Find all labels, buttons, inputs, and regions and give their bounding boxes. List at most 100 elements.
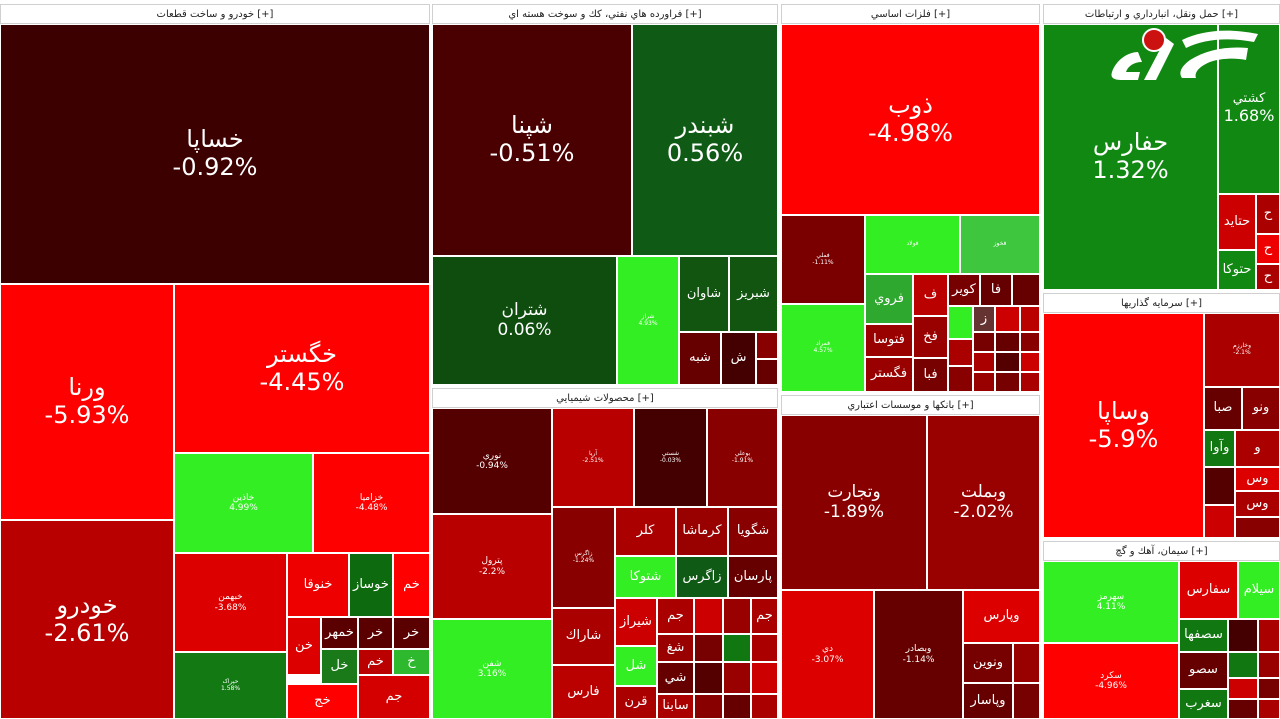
stock-tile[interactable]: خبهمن -3.68% (174, 553, 287, 652)
stock-tile[interactable]: دي -3.07% (781, 590, 874, 719)
small-tile[interactable] (1228, 699, 1258, 719)
sector-header-oil[interactable]: فراورده هاي نفتي، كك و سوخت هسته اي [+] (432, 4, 778, 24)
stock-tile[interactable]: ح (1256, 264, 1280, 290)
small-tile[interactable] (1012, 274, 1040, 306)
stock-tile[interactable]: آريا -2.51% (552, 408, 634, 507)
stock-tile[interactable]: وساپا -5.9% (1043, 313, 1204, 538)
stock-tile[interactable]: شبندر 0.56% (632, 24, 778, 256)
small-tile[interactable] (1228, 678, 1258, 699)
stock-tile[interactable]: وبصادر -1.14% (874, 590, 963, 719)
small-tile[interactable] (1020, 332, 1040, 352)
stock-tile[interactable]: پترول -2.2% (432, 514, 552, 619)
small-tile[interactable] (973, 372, 995, 392)
small-tile[interactable] (1020, 372, 1040, 392)
small-tile[interactable] (694, 598, 723, 634)
stock-tile[interactable]: فا (980, 274, 1012, 306)
small-tile[interactable] (973, 352, 995, 372)
stock-tile[interactable]: ح (1256, 234, 1280, 264)
stock-tile[interactable]: خساپا -0.92% (0, 24, 430, 284)
stock-tile[interactable]: وپارس (963, 590, 1040, 643)
small-tile[interactable] (694, 694, 723, 719)
stock-tile[interactable]: ذوب -4.98% (781, 24, 1040, 215)
stock-tile[interactable]: و (1235, 430, 1280, 467)
stock-tile[interactable]: فخ (913, 316, 948, 358)
stock-tile[interactable]: حتايد (1218, 194, 1256, 250)
small-tile[interactable] (1013, 683, 1040, 719)
stock-tile[interactable]: شاراك (552, 608, 615, 665)
small-tile[interactable] (1258, 652, 1280, 678)
small-tile[interactable] (723, 662, 751, 694)
stock-tile[interactable]: خگستر -4.45% (174, 284, 430, 453)
stock-tile[interactable]: سهرمز 4.11% (1043, 561, 1179, 643)
stock-tile[interactable]: شراز 4.93% (617, 256, 679, 385)
small-tile[interactable] (1013, 643, 1040, 683)
stock-tile[interactable]: خن (287, 617, 321, 675)
stock-tile[interactable]: خنوقا (287, 553, 349, 617)
stock-tile[interactable]: وخارزم -2.1% (1204, 313, 1280, 387)
stock-tile[interactable]: شبريز (729, 256, 778, 332)
small-tile[interactable] (1228, 652, 1258, 678)
sector-header-transport[interactable]: حمل ونقل، انبارداري و ارتباطات [+] (1043, 4, 1280, 24)
stock-tile[interactable]: خمهر (321, 617, 358, 649)
stock-tile[interactable]: شغ (657, 634, 694, 662)
stock-tile[interactable]: سابنا (657, 694, 694, 719)
small-tile[interactable] (723, 634, 751, 662)
sector-header-auto[interactable]: خودرو و ساخت قطعات [+] (0, 4, 430, 24)
stock-tile[interactable]: سيلام (1238, 561, 1280, 619)
small-tile[interactable] (694, 634, 723, 662)
stock-tile[interactable]: جم (751, 598, 778, 634)
small-tile[interactable] (1020, 352, 1040, 372)
stock-tile[interactable]: ش (721, 332, 756, 385)
sector-header-invest[interactable]: سرمايه گذاريها [+] (1043, 293, 1280, 313)
stock-tile[interactable]: ونو (1242, 387, 1280, 430)
small-tile[interactable] (1204, 467, 1235, 505)
stock-tile[interactable]: فملي -1.11% (781, 215, 865, 304)
stock-tile[interactable]: خم (358, 649, 393, 675)
sector-header-chem[interactable]: محصولات شيميايي [+] (432, 388, 778, 408)
stock-tile[interactable]: ف (913, 274, 948, 316)
small-tile[interactable] (948, 306, 973, 339)
stock-tile[interactable]: سصفها (1179, 619, 1228, 652)
stock-tile[interactable]: كرماشا (676, 507, 728, 556)
stock-tile[interactable]: جم (358, 675, 430, 719)
stock-tile[interactable]: فارس (552, 665, 615, 719)
stock-tile[interactable]: سفارس (1179, 561, 1238, 619)
stock-tile[interactable]: ونوين (963, 643, 1013, 683)
stock-tile[interactable]: فتوسا (865, 324, 913, 357)
stock-tile[interactable]: وس (1235, 467, 1280, 491)
small-tile[interactable] (1228, 619, 1258, 652)
stock-tile[interactable]: كوير (948, 274, 980, 306)
small-tile[interactable] (756, 332, 778, 359)
small-tile[interactable] (1020, 306, 1040, 332)
stock-tile[interactable]: شيراز (615, 598, 657, 646)
stock-tile[interactable]: خودرو -2.61% (0, 520, 174, 719)
stock-tile[interactable]: سغرب (1179, 689, 1228, 719)
stock-tile[interactable]: قرن (615, 686, 657, 719)
stock-tile[interactable]: جم (657, 598, 694, 634)
small-tile[interactable] (756, 359, 778, 385)
stock-tile[interactable]: شفن 3.16% (432, 619, 552, 719)
small-tile[interactable] (751, 634, 778, 662)
small-tile[interactable] (751, 694, 778, 719)
stock-tile[interactable]: نوري -0.94% (432, 408, 552, 514)
small-tile[interactable] (1235, 517, 1280, 538)
stock-tile[interactable]: خل (321, 649, 358, 684)
stock-tile[interactable]: فگستر (865, 357, 913, 392)
stock-tile[interactable]: وپاسار (963, 683, 1013, 719)
stock-tile[interactable]: وتجارت -1.89% (781, 415, 927, 590)
stock-tile[interactable]: وآوا (1204, 430, 1235, 467)
small-tile[interactable] (995, 352, 1020, 372)
stock-tile[interactable]: شبه (679, 332, 721, 385)
stock-tile[interactable]: زاگرس (676, 556, 728, 598)
stock-tile[interactable]: فخوز (960, 215, 1040, 274)
small-tile[interactable] (1258, 619, 1280, 652)
stock-tile[interactable]: شگويا (728, 507, 778, 556)
stock-tile[interactable]: فروي (865, 274, 913, 324)
stock-tile[interactable]: خر (358, 617, 393, 649)
stock-tile[interactable]: خج (287, 684, 358, 719)
small-tile[interactable] (948, 339, 973, 366)
stock-tile[interactable]: فمراد 4.57% (781, 304, 865, 392)
stock-tile[interactable]: زاگرس -1.24% (552, 507, 615, 608)
stock-tile[interactable]: وبملت -2.02% (927, 415, 1040, 590)
small-tile[interactable] (694, 662, 723, 694)
